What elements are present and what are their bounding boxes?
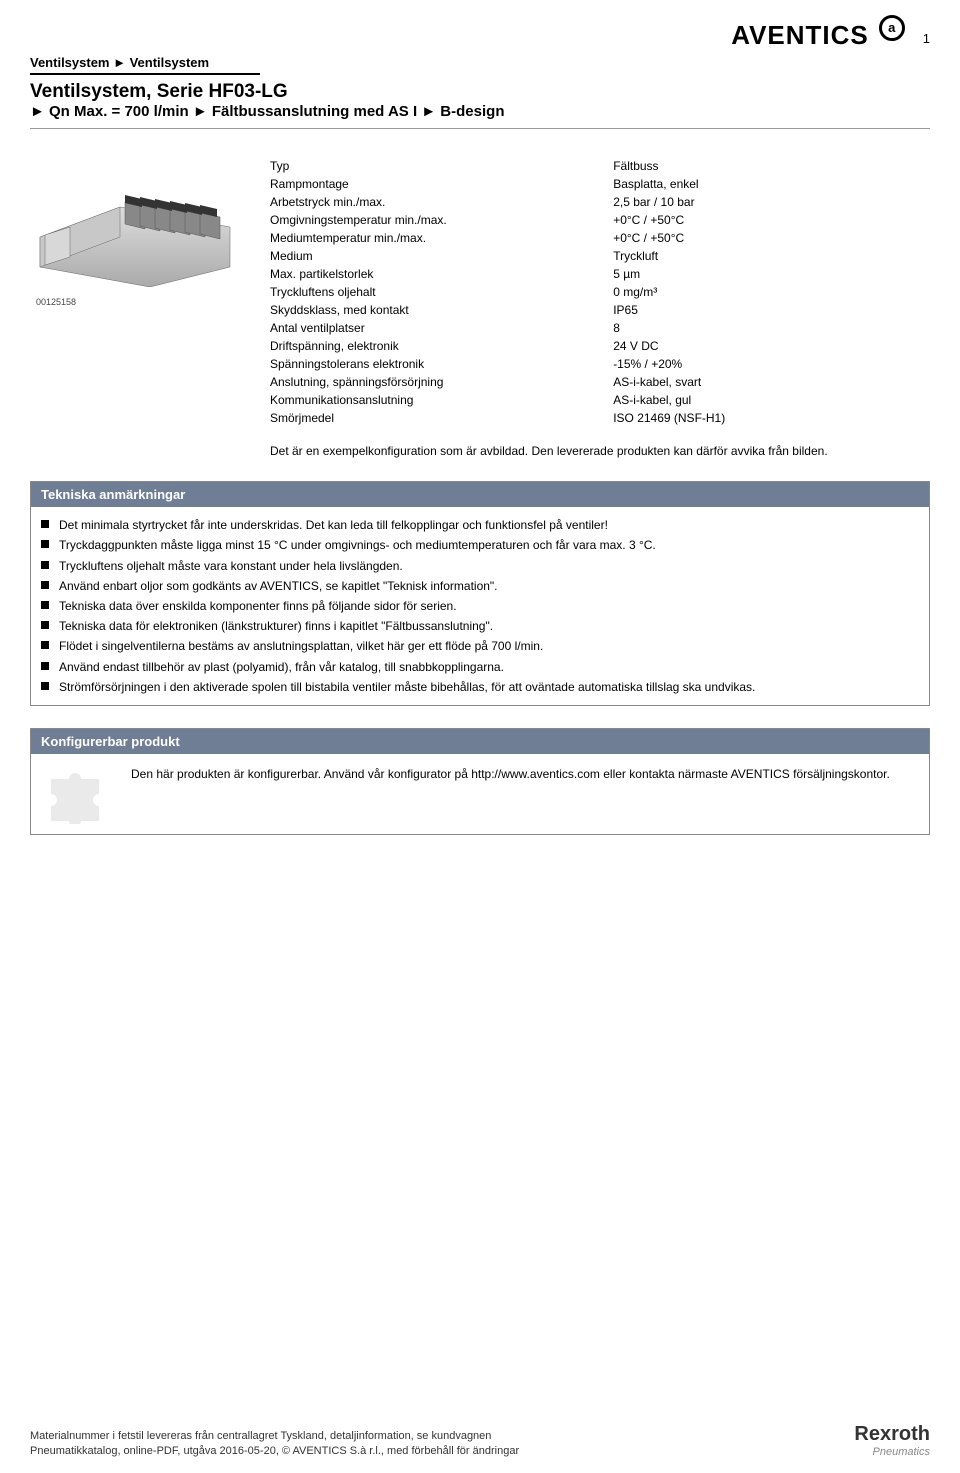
spec-value: +0°C / +50°C xyxy=(613,211,930,229)
spec-value: -15% / +20% xyxy=(613,355,930,373)
spec-value: AS-i-kabel, gul xyxy=(613,391,930,409)
tech-note-item: Tekniska data för elektroniken (länkstru… xyxy=(41,616,919,636)
spec-value: Tryckluft xyxy=(613,247,930,265)
spec-row: Driftspänning, elektronik24 V DC xyxy=(270,337,930,355)
brand-logo: AVENTICS a 1 xyxy=(731,20,930,51)
spec-row: Antal ventilplatser8 xyxy=(270,319,930,337)
spec-key: Antal ventilplatser xyxy=(270,319,613,337)
rexroth-logo: Rexroth Pneumatics xyxy=(854,1423,930,1458)
spec-value: Fältbuss xyxy=(613,157,930,175)
spec-row: Skyddsklass, med kontaktIP65 xyxy=(270,301,930,319)
spec-key: Tryckluftens oljehalt xyxy=(270,283,613,301)
breadcrumb: Ventilsystem ► Ventilsystem xyxy=(30,55,260,75)
footer-line-2: Pneumatikkatalog, online-PDF, utgåva 201… xyxy=(30,1444,519,1458)
spec-key: Typ xyxy=(270,157,613,175)
tech-note-item: Tryckluftens oljehalt måste vara konstan… xyxy=(41,556,919,576)
spec-key: Mediumtemperatur min./max. xyxy=(270,229,613,247)
spec-row: SmörjmedelISO 21469 (NSF-H1) xyxy=(270,409,930,427)
spec-key: Skyddsklass, med kontakt xyxy=(270,301,613,319)
spec-value: 0 mg/m³ xyxy=(613,283,930,301)
tech-note-item: Strömförsörjningen i den aktiverade spol… xyxy=(41,677,919,697)
tech-note-item: Använd endast tillbehör av plast (polyam… xyxy=(41,657,919,677)
tech-note-item: Tekniska data över enskilda komponenter … xyxy=(41,596,919,616)
spec-key: Driftspänning, elektronik xyxy=(270,337,613,355)
spec-value: 2,5 bar / 10 bar xyxy=(613,193,930,211)
spec-value: AS-i-kabel, svart xyxy=(613,373,930,391)
spec-key: Arbetstryck min./max. xyxy=(270,193,613,211)
puzzle-icon xyxy=(41,764,111,824)
spec-row: Omgivningstemperatur min./max.+0°C / +50… xyxy=(270,211,930,229)
spec-value: IP65 xyxy=(613,301,930,319)
page-title: Ventilsystem, Serie HF03-LG xyxy=(30,81,930,103)
example-config-note: Det är en exempelkonfiguration som är av… xyxy=(270,443,930,459)
page-number: 1 xyxy=(923,31,930,46)
spec-row: RampmontageBasplatta, enkel xyxy=(270,175,930,193)
page-footer: Materialnummer i fetstil levereras från … xyxy=(30,1423,930,1458)
spec-value: 5 µm xyxy=(613,265,930,283)
spec-value: ISO 21469 (NSF-H1) xyxy=(613,409,930,427)
spec-row: Anslutning, spänningsförsörjningAS-i-kab… xyxy=(270,373,930,391)
logo-badge-icon: a xyxy=(879,15,905,41)
spec-value: 8 xyxy=(613,319,930,337)
technical-notes-section: Tekniska anmärkningar Det minimala styrt… xyxy=(30,481,930,706)
image-id: 00125158 xyxy=(30,297,240,307)
spec-key: Max. partikelstorlek xyxy=(270,265,613,283)
spec-key: Omgivningstemperatur min./max. xyxy=(270,211,613,229)
tech-note-item: Det minimala styrtrycket får inte unders… xyxy=(41,515,919,535)
spec-row: Arbetstryck min./max.2,5 bar / 10 bar xyxy=(270,193,930,211)
tech-note-item: Flödet i singelventilerna bestäms av ans… xyxy=(41,636,919,656)
tech-note-item: Använd enbart oljor som godkänts av AVEN… xyxy=(41,576,919,596)
technical-notes-header: Tekniska anmärkningar xyxy=(31,482,929,507)
spec-key: Spänningstolerans elektronik xyxy=(270,355,613,373)
spec-key: Medium xyxy=(270,247,613,265)
footer-line-1: Materialnummer i fetstil levereras från … xyxy=(30,1429,519,1443)
spec-row: Spänningstolerans elektronik-15% / +20% xyxy=(270,355,930,373)
spec-table: TypFältbussRampmontageBasplatta, enkelAr… xyxy=(270,157,930,427)
page-subtitle: ► Qn Max. = 700 l/min ► Fältbussanslutni… xyxy=(30,103,930,120)
configurable-text: Den här produkten är konfigurerbar. Anvä… xyxy=(131,764,890,783)
spec-value: +0°C / +50°C xyxy=(613,229,930,247)
spec-row: Mediumtemperatur min./max.+0°C / +50°C xyxy=(270,229,930,247)
configurable-header: Konfigurerbar produkt xyxy=(31,729,929,754)
spec-row: MediumTryckluft xyxy=(270,247,930,265)
spec-value: Basplatta, enkel xyxy=(613,175,930,193)
spec-key: Rampmontage xyxy=(270,175,613,193)
product-image: 00125158 xyxy=(30,157,240,307)
manifold-illustration-icon xyxy=(30,157,240,287)
spec-key: Anslutning, spänningsförsörjning xyxy=(270,373,613,391)
spec-key: Smörjmedel xyxy=(270,409,613,427)
tech-note-item: Tryckdaggpunkten måste ligga minst 15 °C… xyxy=(41,535,919,555)
spec-key: Kommunikationsanslutning xyxy=(270,391,613,409)
spec-value: 24 V DC xyxy=(613,337,930,355)
spec-row: KommunikationsanslutningAS-i-kabel, gul xyxy=(270,391,930,409)
spec-row: TypFältbuss xyxy=(270,157,930,175)
spec-row: Tryckluftens oljehalt0 mg/m³ xyxy=(270,283,930,301)
logo-text: AVENTICS xyxy=(731,20,869,51)
spec-row: Max. partikelstorlek5 µm xyxy=(270,265,930,283)
configurable-section: Konfigurerbar produkt Den här produkten … xyxy=(30,728,930,835)
